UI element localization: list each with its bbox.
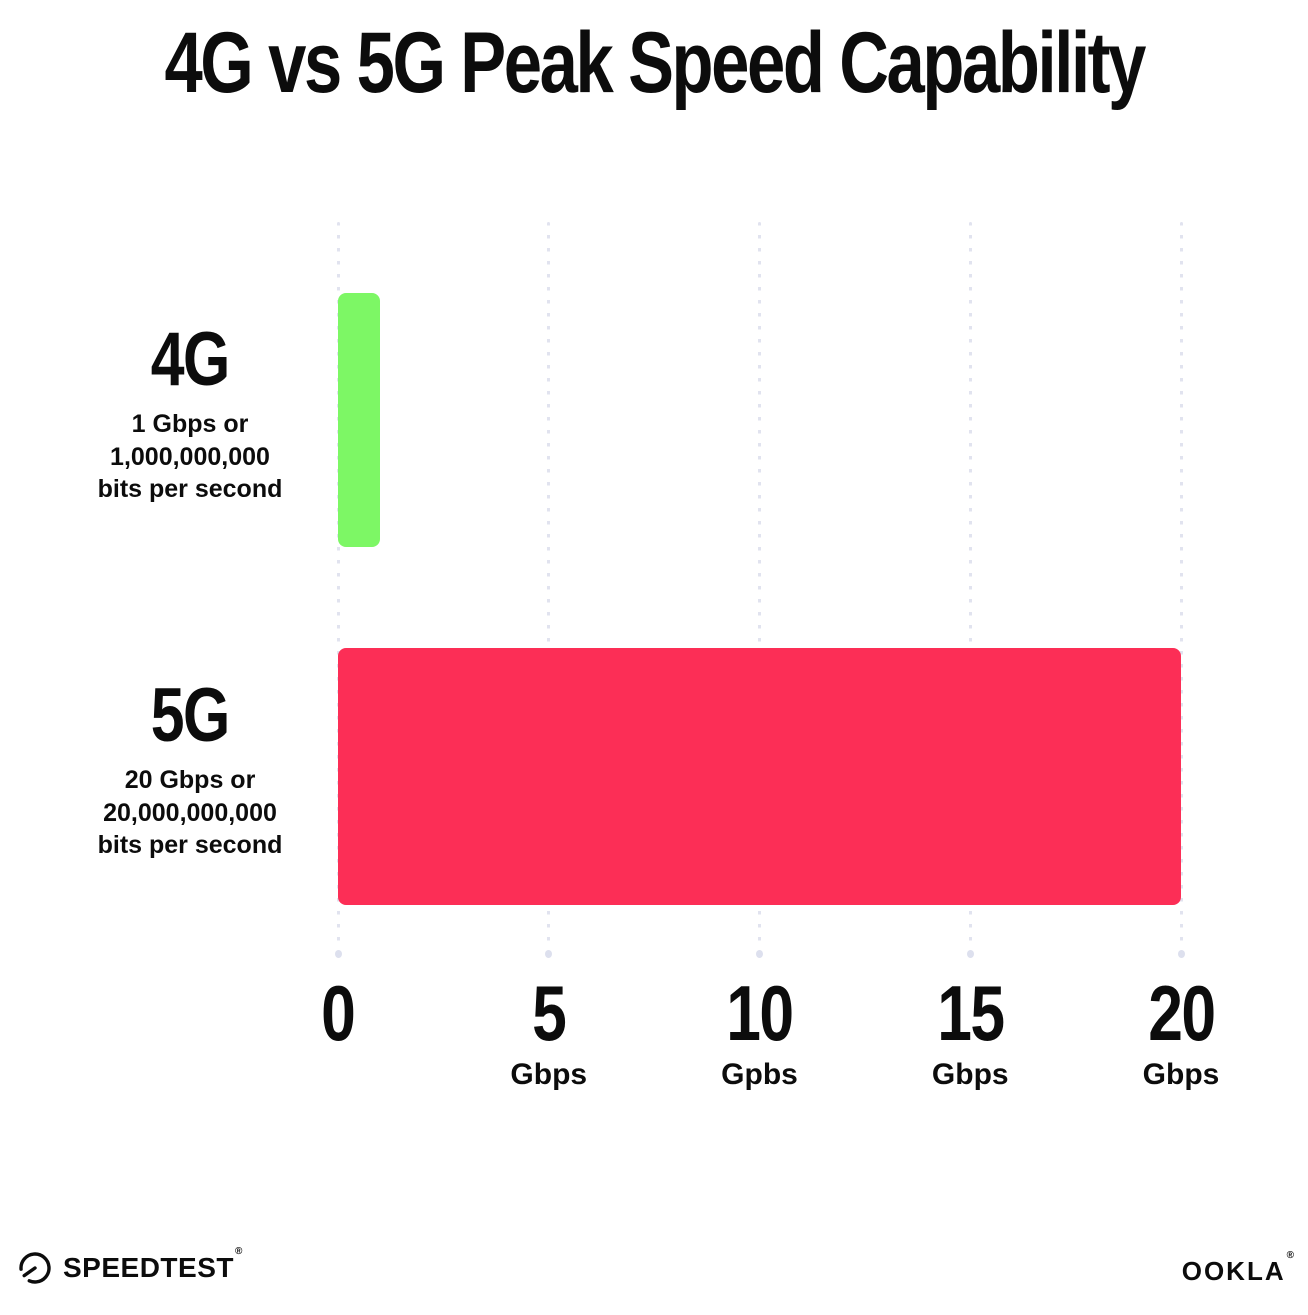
x-tick-0: 0 <box>233 974 443 1058</box>
ookla-logo: OOKLA® <box>1181 1250 1295 1287</box>
chart-title-text: 4G vs 5G Peak Speed Capability <box>164 15 1146 111</box>
x-tick-unit: Gbps <box>931 1058 1009 1091</box>
desc-line: 20,000,000,000 <box>103 798 277 827</box>
category-name-5g: 5G <box>151 673 231 758</box>
category-desc-5g: 20 Gbps or 20,000,000,000 bits per secon… <box>40 764 340 862</box>
x-tick-number: 0 <box>321 969 356 1057</box>
ookla-wordmark: OOKLA <box>1181 1256 1286 1286</box>
x-tick-15: 15 Gbps <box>865 974 1075 1092</box>
x-tick-5: 5 Gbps <box>444 974 654 1092</box>
x-tick-number: 20 <box>1147 969 1216 1057</box>
gridline-5 <box>545 222 553 958</box>
category-label-5g: 5G 20 Gbps or 20,000,000,000 bits per se… <box>40 678 340 862</box>
x-tick-10: 10 Gpbs <box>655 974 865 1092</box>
x-tick-unit: Gbps <box>1142 1058 1220 1091</box>
speedtest-logo: SPEEDTEST® <box>16 1246 243 1287</box>
category-label-4g: 4G 1 Gbps or 1,000,000,000 bits per seco… <box>40 322 340 506</box>
gridline-20 <box>1177 222 1185 958</box>
desc-line: 20 Gbps or <box>124 766 256 794</box>
desc-line: bits per second <box>97 831 283 859</box>
registered-trademark: ® <box>234 1246 243 1257</box>
x-tick-unit: Gpbs <box>721 1058 798 1091</box>
speedtest-wordmark: SPEEDTEST® <box>63 1246 243 1283</box>
desc-line: 1,000,000,000 <box>110 442 270 471</box>
x-tick-number: 10 <box>726 969 794 1057</box>
speedometer-gauge-icon <box>16 1249 54 1287</box>
x-tick-20: 20 Gbps <box>1076 974 1286 1092</box>
x-tick-unit: Gbps <box>510 1058 588 1091</box>
registered-trademark: ® <box>1286 1250 1296 1261</box>
category-name-4g: 4G <box>151 317 231 402</box>
x-tick-number: 15 <box>937 969 1005 1057</box>
gridline-10 <box>756 222 763 958</box>
desc-line: bits per second <box>97 475 283 503</box>
desc-line: 1 Gbps or <box>131 410 249 438</box>
gridline-15 <box>966 222 974 958</box>
bar-4g <box>338 293 381 547</box>
category-desc-4g: 1 Gbps or 1,000,000,000 bits per second <box>40 408 340 506</box>
chart-title: 4G vs 5G Peak Speed Capability <box>0 14 1308 113</box>
bar-5g <box>338 648 1181 905</box>
gridline-0 <box>334 222 342 958</box>
x-tick-number: 5 <box>532 969 567 1057</box>
